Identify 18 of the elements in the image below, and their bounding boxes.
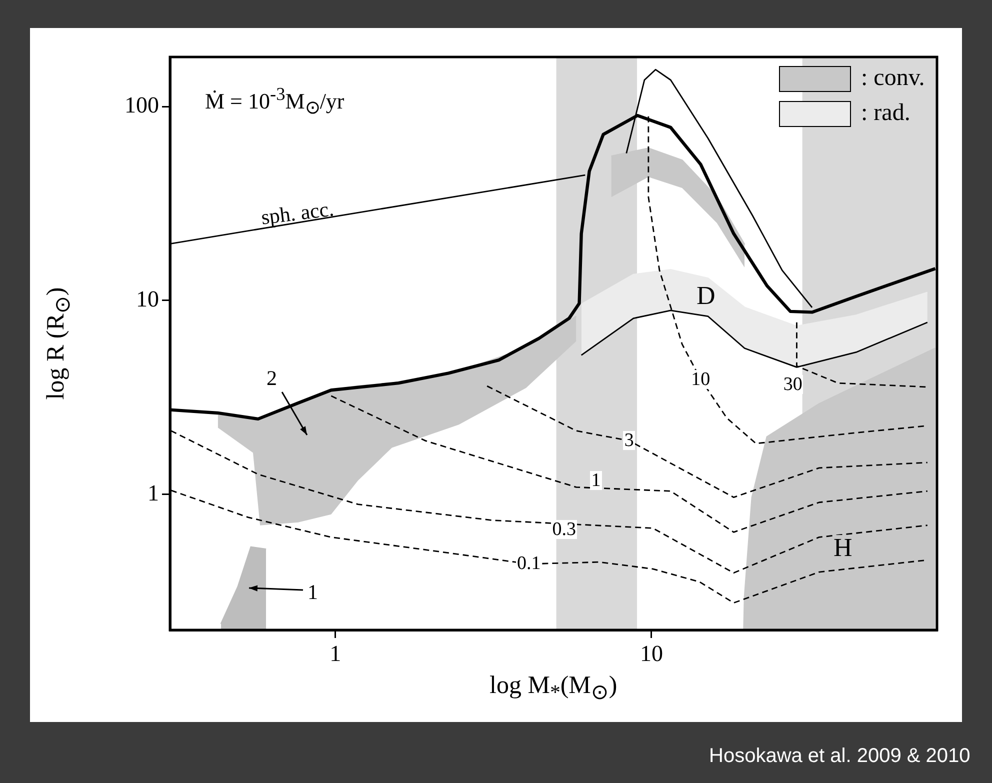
legend-label: : conv. [861,65,925,92]
annotation: Ṁ = 10$^{-3}$M$_{⊙}$/yr [205,84,344,118]
y-tick-label: 10 [136,286,159,312]
text: Hosokawa et al. 2009 & 2010 [709,745,970,767]
annotation: D [696,281,716,310]
annotation: 1 [308,580,318,604]
annotation: 30 [782,374,804,396]
annotation: 2 [266,366,277,390]
annotation: H [834,533,852,562]
y-tick-label: 1 [148,480,159,506]
y-tick-label: 100 [124,92,159,118]
annotation: 1 [590,470,602,491]
annotation: 10 [690,368,712,390]
annotation: 0.1 [516,553,542,574]
annotation: sph. acc. [259,196,335,229]
legend-label: : rad. [861,100,910,127]
x-axis-title: log M$_{*}$(M$_{⊙}$) [490,672,618,705]
annotation: 0.3 [551,518,578,540]
